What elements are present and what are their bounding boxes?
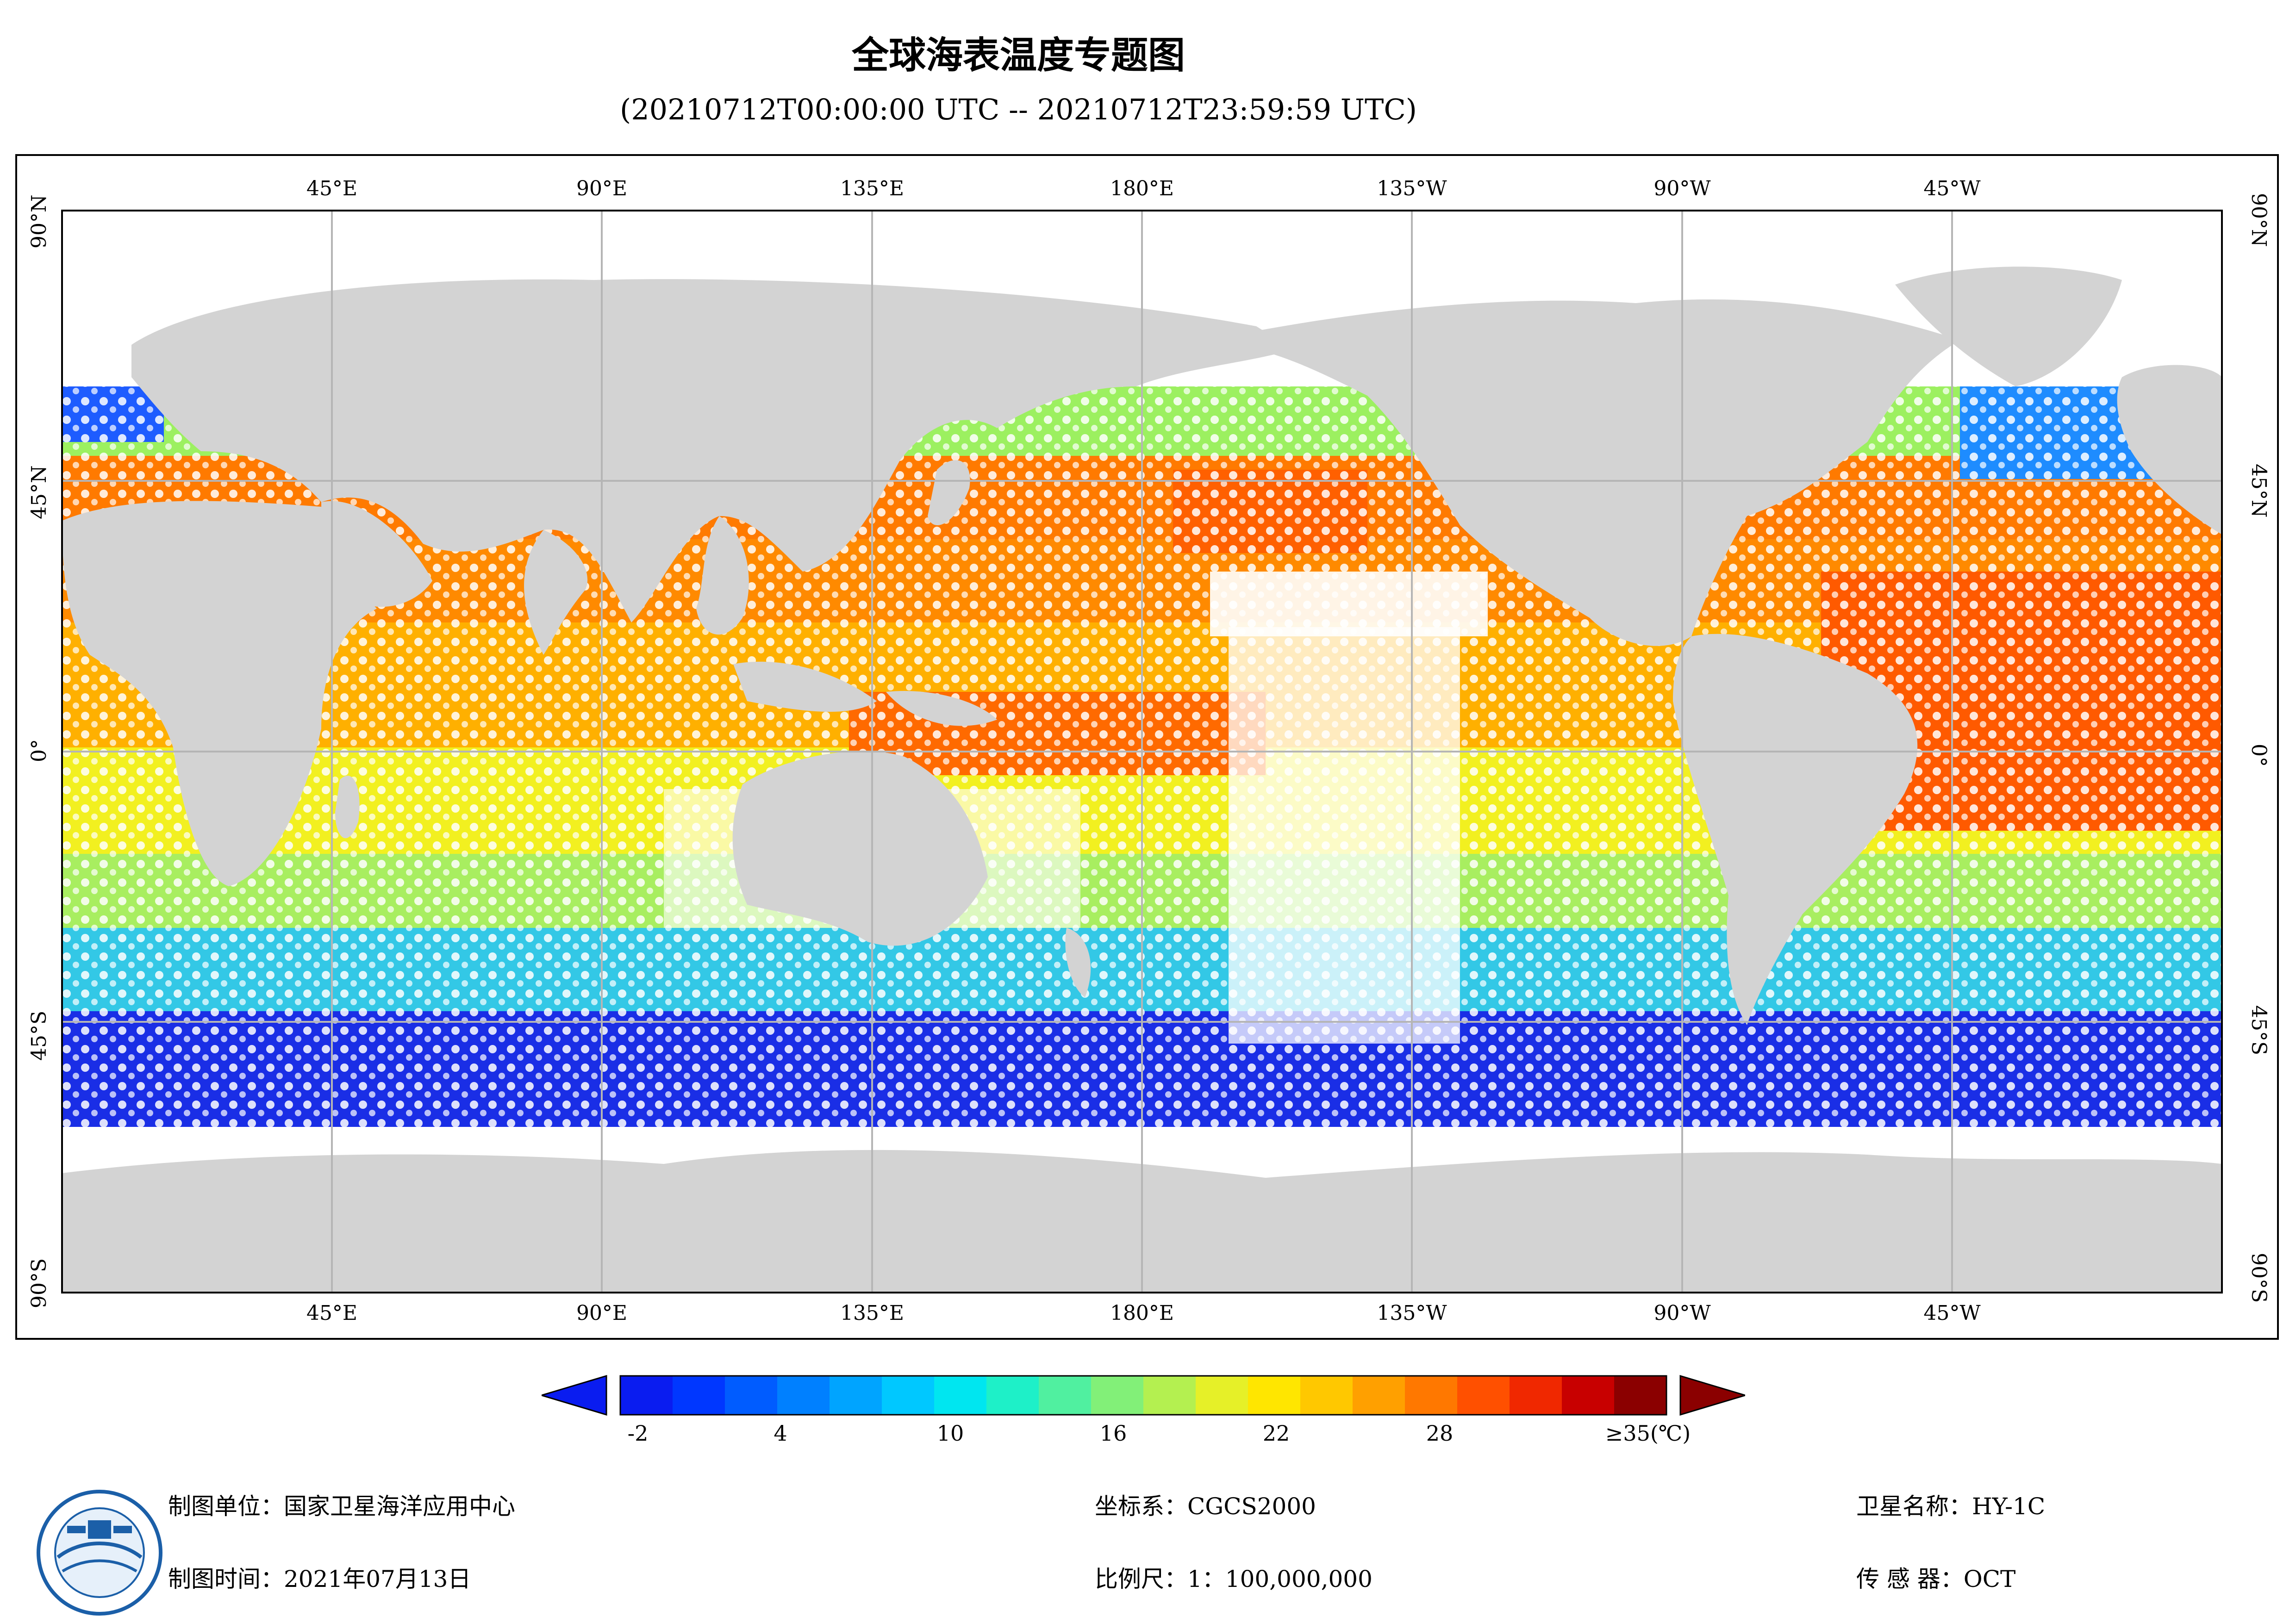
india [524, 530, 588, 655]
colorbar-cell [777, 1376, 830, 1415]
south-america [1673, 634, 1918, 1025]
mapping-date: 制图时间：2021年07月13日 [168, 1566, 471, 1592]
lon-label-90e-bottom: 90°E [576, 1301, 628, 1325]
lat-label-90s-right: 90°S [2247, 1253, 2271, 1303]
mapping-unit: 制图单位：国家卫星海洋应用中心 [168, 1493, 515, 1520]
colorbar-cell [830, 1376, 882, 1415]
colorbar-label-16: 16 [1099, 1421, 1127, 1446]
colorbar-cell [1457, 1376, 1510, 1415]
new-zealand [1065, 928, 1091, 997]
map-title: 全球海表温度专题图 [852, 34, 1185, 77]
lon-label-45e-bottom: 45°E [306, 1301, 358, 1325]
colorbar-cell [673, 1376, 725, 1415]
temperature-colorbar [542, 1374, 1745, 1416]
europe-west [2117, 365, 2222, 535]
lon-label-180e-bottom: 180°E [1110, 1301, 1174, 1325]
colorbar-cell [1353, 1376, 1405, 1415]
coordinate-system: 坐标系：CGCS2000 [1095, 1493, 1316, 1520]
colorbar-cell [725, 1376, 778, 1415]
colorbar-cell [1614, 1376, 1667, 1415]
lon-label-135w-top: 135°W [1377, 177, 1447, 200]
colorbar-outline [619, 1375, 1667, 1416]
colorbar-label-neg2: -2 [627, 1421, 649, 1446]
lon-label-45w-top: 45°W [1923, 177, 1981, 200]
lon-label-90w-bottom: 90°W [1653, 1301, 1711, 1325]
lon-label-135e-bottom: 135°E [840, 1301, 905, 1325]
time-range-subtitle: (20210712T00:00:00 UTC -- 20210712T23:59… [620, 93, 1417, 126]
colorbar-cell [1562, 1376, 1615, 1415]
colorbar-label-10: 10 [936, 1421, 964, 1446]
africa [62, 501, 377, 886]
colorbar-cell [1143, 1376, 1196, 1415]
lat-label-45n-right: 45°N [2247, 464, 2271, 518]
lat-label-90n-left: 90°N [27, 194, 51, 249]
colorbar-cell [1510, 1376, 1562, 1415]
nsoas-logo [37, 1490, 162, 1616]
lon-label-45w-bottom: 45°W [1923, 1301, 1981, 1325]
satellite-name: 卫星名称：HY-1C [1856, 1493, 2046, 1520]
lon-label-90w-top: 90°W [1653, 177, 1711, 200]
eurasia [131, 279, 1293, 622]
colorbar-cell [620, 1376, 673, 1415]
map-frame: 45°E 90°E 135°E 180°E 135°W 90°W 45°W 45… [15, 154, 2279, 1340]
lon-label-135w-bottom: 135°W [1377, 1301, 1447, 1325]
lat-label-0-right: 0° [2247, 744, 2271, 767]
lat-label-0-left: 0° [27, 739, 51, 762]
graticule [62, 211, 2222, 1293]
colorbar-under-arrow [542, 1374, 607, 1416]
cloud-region-north-pacific [1210, 572, 1488, 636]
lat-label-90s-left: 90°S [27, 1258, 51, 1308]
colorbar-label-35-unit: ≥35(℃) [1605, 1421, 1691, 1446]
colorbar-over-arrow [1679, 1374, 1745, 1416]
australia [732, 751, 988, 946]
southeast-asia [696, 516, 749, 635]
sst-map [61, 210, 2223, 1293]
lon-label-45e-top: 45°E [306, 177, 358, 200]
colorbar-cell [1091, 1376, 1144, 1415]
sensor-name: 传 感 器：OCT [1856, 1566, 2016, 1592]
lat-label-90n-right: 90°N [2247, 193, 2271, 247]
new-guinea [886, 691, 997, 726]
plot-border [61, 210, 2223, 1293]
japan [928, 460, 970, 525]
colorbar-label-22: 22 [1262, 1421, 1290, 1446]
map-scale: 比例尺：1：100,000,000 [1095, 1566, 1373, 1592]
colorbar-cell [1405, 1376, 1458, 1415]
colorbar-cell [882, 1376, 935, 1415]
colorbar-cell [934, 1376, 987, 1415]
lon-label-90e-top: 90°E [576, 177, 628, 200]
lat-label-45n-left: 45°N [27, 465, 51, 520]
north-america [1256, 299, 1960, 646]
colorbar-label-28: 28 [1426, 1421, 1454, 1446]
lat-label-45s-right: 45°S [2247, 1005, 2271, 1056]
colorbar-cell [1248, 1376, 1301, 1415]
indonesia [733, 661, 877, 712]
colorbar-label-4: 4 [774, 1421, 787, 1446]
map-plot-area [61, 210, 2223, 1293]
cloud-region-east-pacific [1229, 627, 1460, 1044]
madagascar [335, 776, 360, 839]
colorbar-cell [986, 1376, 1039, 1415]
colorbar-cell [1300, 1376, 1353, 1415]
colorbar-cell [1039, 1376, 1092, 1415]
lon-label-180e-top: 180°E [1110, 177, 1174, 200]
lat-label-45s-left: 45°S [27, 1010, 51, 1061]
colorbar-cells [620, 1376, 1667, 1415]
colorbar-cell [1196, 1376, 1248, 1415]
lon-label-135e-top: 135°E [840, 177, 905, 200]
